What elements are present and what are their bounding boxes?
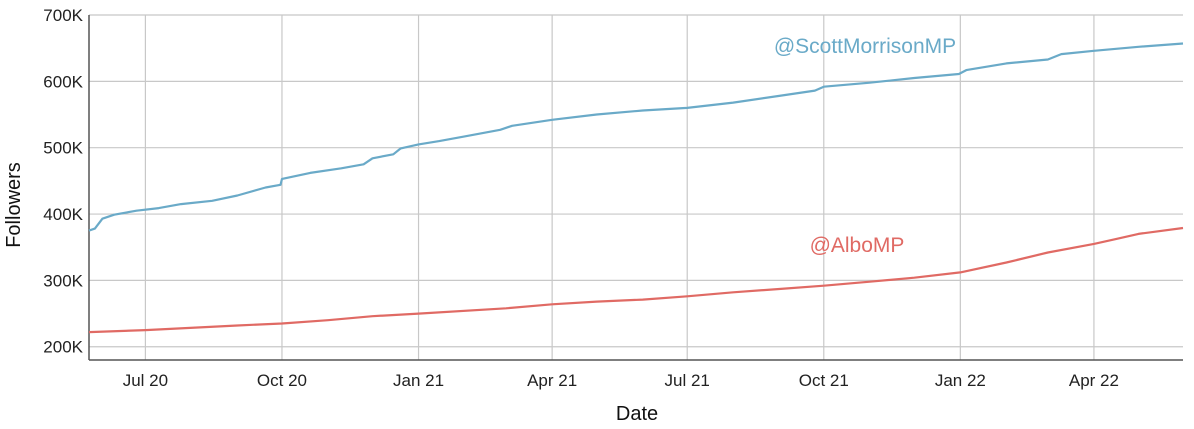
series-labels: @ScottMorrisonMP @AlboMP: [774, 35, 956, 257]
x-tick-label: Oct 21: [799, 371, 849, 390]
y-tick-label: 300K: [43, 271, 83, 290]
x-tick-label: Apr 21: [527, 371, 577, 390]
plot-frame: [88, 15, 1183, 361]
x-axis-tick-labels: Jul 20 Oct 20 Jan 21 Apr 21 Jul 21 Oct 21 Jan …: [123, 371, 1119, 390]
y-tick-label: 400K: [43, 205, 83, 224]
grid-lines: [89, 14, 1183, 360]
y-axis-tick-labels: 200K 300K 400K 500K 600K 700K: [43, 6, 83, 357]
y-tick-label: 700K: [43, 6, 83, 25]
y-tick-label: 200K: [43, 338, 83, 357]
x-tick-label: Jul 21: [665, 371, 710, 390]
series-line-scottmorrisonmp: [88, 42, 1184, 232]
x-tick-label: Apr 22: [1069, 371, 1119, 390]
series-label: @AlboMP: [810, 234, 905, 257]
y-axis-title: Followers: [3, 162, 25, 248]
x-tick-label: Jan 21: [393, 371, 444, 390]
x-tick-label: Jan 22: [935, 371, 986, 390]
x-tick-label: Jul 20: [123, 371, 168, 390]
x-axis-title: Date: [616, 403, 658, 425]
x-tick-label: Oct 20: [257, 371, 307, 390]
series-line-albomp: [88, 226, 1184, 334]
y-tick-label: 500K: [43, 139, 83, 158]
series-label: @ScottMorrisonMP: [774, 35, 956, 58]
y-tick-label: 600K: [43, 72, 83, 91]
series-lines: [88, 42, 1184, 334]
